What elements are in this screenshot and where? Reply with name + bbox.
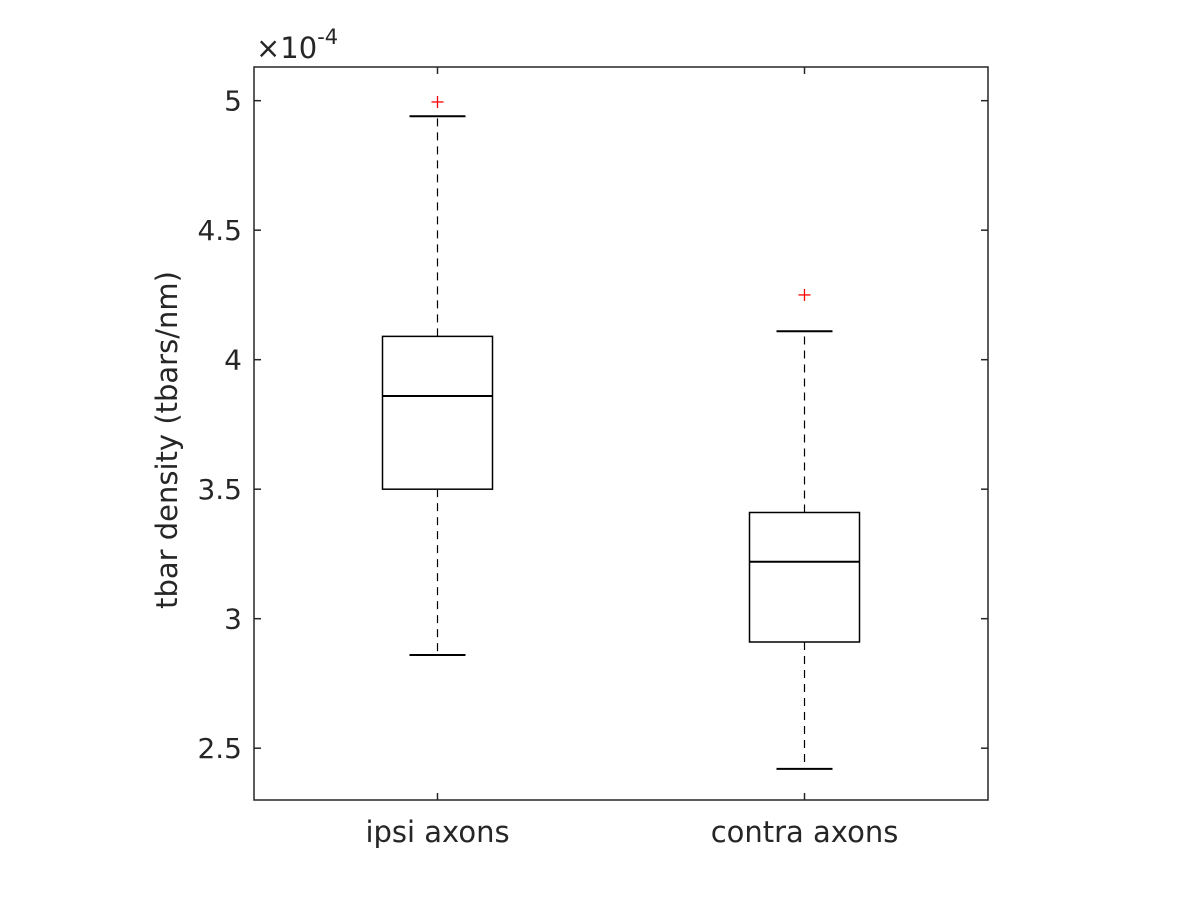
y-tick-label: 5 [224, 85, 242, 118]
box-iqr [381, 335, 494, 490]
y-multiplier-label: ×10-4 [256, 25, 338, 65]
y-tick-label: 3.5 [197, 473, 242, 506]
y-multiplier-exponent: -4 [317, 25, 338, 49]
plot-area-frame [253, 66, 989, 801]
y-multiplier-base: ×10 [256, 31, 317, 65]
y-axis-label: tbar density (tbars/nm) [150, 271, 184, 609]
x-category-label: ipsi axons [365, 815, 509, 849]
x-category-label: contra axons [711, 815, 899, 849]
y-tick-label: 4 [224, 344, 242, 377]
y-tick-label: 4.5 [197, 214, 242, 247]
box-iqr [748, 511, 861, 643]
y-tick-label: 2.5 [197, 732, 242, 765]
y-tick-label: 3 [224, 603, 242, 636]
